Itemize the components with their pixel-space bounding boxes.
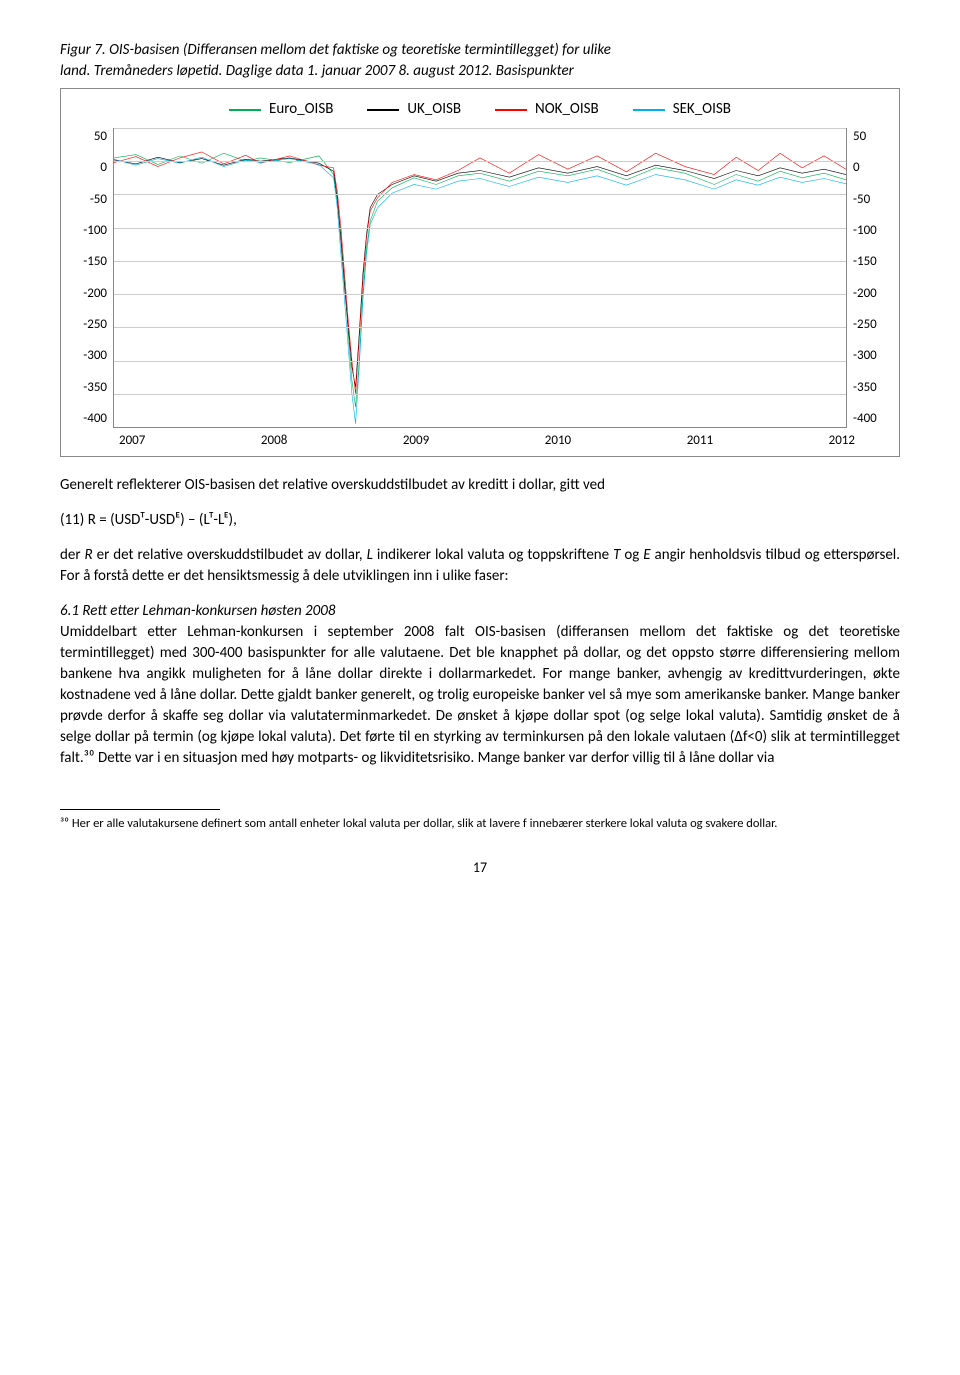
legend-item: Euro_OISB	[229, 99, 333, 120]
y-tick-label: -100	[853, 222, 885, 240]
chart-container: Euro_OISB UK_OISB NOK_OISB SEK_OISB 50 0 -50 -…	[60, 88, 900, 457]
legend-item: UK_OISB	[367, 99, 461, 120]
legend-swatch	[367, 109, 399, 111]
legend-label: Euro_OISB	[269, 99, 333, 120]
series-line	[114, 153, 846, 407]
gridline	[114, 128, 846, 129]
y-tick-label: -150	[853, 253, 885, 271]
paragraph-desc: der R er det relative overskuddstilbudet…	[60, 545, 900, 587]
y-tick-label: -300	[75, 347, 107, 365]
gridline	[114, 294, 846, 295]
y-tick-label: 0	[75, 159, 107, 177]
x-tick-label: 2008	[261, 432, 287, 450]
legend-item: NOK_OISB	[495, 99, 599, 120]
y-tick-label: -200	[853, 285, 885, 303]
y-axis-right: 50 0 -50 -100 -150 -200 -250 -300 -350 -400	[847, 128, 885, 428]
figure-caption-line-2: land. Tremåneders løpetid. Daglige data …	[60, 62, 574, 80]
legend-swatch	[495, 109, 527, 111]
y-tick-label: -250	[75, 316, 107, 334]
legend-label: UK_OISB	[407, 99, 461, 120]
x-tick-label: 2012	[829, 432, 855, 450]
legend-item: SEK_OISB	[633, 99, 731, 120]
legend-swatch	[633, 109, 665, 111]
footnote: ³⁰ Her er alle valutakursene definert so…	[60, 816, 900, 832]
y-tick-label: -150	[75, 253, 107, 271]
y-tick-label: 0	[853, 159, 885, 177]
x-tick-label: 2010	[545, 432, 571, 450]
legend-label: SEK_OISB	[673, 99, 731, 120]
y-tick-label: -400	[853, 410, 885, 428]
x-tick-label: 2009	[403, 432, 429, 450]
y-tick-label: -300	[853, 347, 885, 365]
gridline	[114, 161, 846, 162]
y-tick-label: 50	[853, 128, 885, 146]
section-title: 6.1 Rett etter Lehman-konkursen høsten 2…	[60, 602, 335, 620]
y-tick-label: -350	[75, 379, 107, 397]
y-tick-label: -250	[853, 316, 885, 334]
legend-swatch	[229, 109, 261, 111]
y-tick-label: 50	[75, 128, 107, 146]
gridline	[114, 361, 846, 362]
section-block: 6.1 Rett etter Lehman-konkursen høsten 2…	[60, 601, 900, 769]
y-tick-label: -350	[853, 379, 885, 397]
equation: (11) R = (USDᵀ-USDᴱ) – (Lᵀ-Lᴱ),	[60, 510, 900, 531]
series-line	[114, 157, 846, 423]
footnote-separator	[60, 809, 220, 810]
y-tick-label: -50	[853, 191, 885, 209]
legend-label: NOK_OISB	[535, 99, 599, 120]
y-axis-left: 50 0 -50 -100 -150 -200 -250 -300 -350 -400	[75, 128, 113, 428]
gridline	[114, 228, 846, 229]
gridline	[114, 261, 846, 262]
y-tick-label: -200	[75, 285, 107, 303]
paragraph-intro: Generelt reflekterer OIS-basisen det rel…	[60, 475, 900, 496]
chart-area: 50 0 -50 -100 -150 -200 -250 -300 -350 -400 50 0 -5…	[75, 128, 885, 428]
chart-legend: Euro_OISB UK_OISB NOK_OISB SEK_OISB	[75, 99, 885, 120]
gridline	[114, 327, 846, 328]
gridline	[114, 394, 846, 395]
gridline	[114, 194, 846, 195]
x-axis: 2007 2008 2009 2010 2011 2012	[75, 432, 885, 450]
y-tick-label: -400	[75, 410, 107, 428]
y-tick-label: -100	[75, 222, 107, 240]
chart-svg	[114, 128, 846, 427]
y-tick-label: -50	[75, 191, 107, 209]
x-tick-label: 2007	[119, 432, 145, 450]
x-tick-label: 2011	[687, 432, 713, 450]
series-line	[114, 157, 846, 387]
chart-plot	[113, 128, 847, 428]
figure-caption-line-1: Figur 7. OIS-basisen (Differansen mellom…	[60, 41, 611, 59]
figure-caption: Figur 7. OIS-basisen (Differansen mellom…	[60, 40, 900, 82]
page-number: 17	[60, 858, 900, 878]
series-line	[114, 152, 846, 394]
paragraph-main: Umiddelbart etter Lehman-konkursen i sep…	[60, 623, 900, 767]
